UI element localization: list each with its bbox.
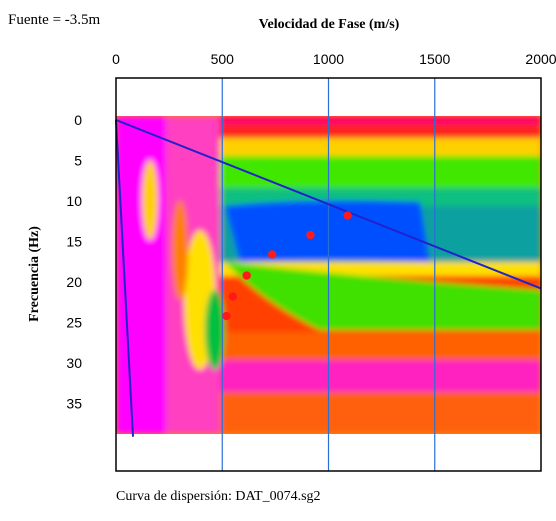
y-axis-ticks: 0510152025303540	[66, 112, 82, 452]
x-tick-label: 1500	[419, 51, 450, 67]
y-axis-label: Frecuencia (Hz)	[27, 226, 42, 322]
dispersion-point	[222, 311, 231, 321]
dispersion-point	[228, 292, 238, 301]
x-tick-label: 1000	[313, 51, 344, 67]
y-tick-label: 25	[66, 315, 82, 331]
y-tick-label: 5	[74, 153, 82, 169]
y-tick-label: 10	[66, 193, 82, 209]
dispersion-points	[222, 211, 352, 321]
reference-line	[115, 119, 134, 437]
dispersion-point	[267, 250, 277, 259]
y-tick-label: 30	[66, 355, 82, 371]
reference-line	[115, 119, 542, 290]
y-tick-label: 0	[74, 112, 82, 128]
dispersion-point	[343, 211, 352, 220]
x-tick-label: 0	[112, 51, 120, 67]
y-tick-label: 15	[66, 234, 82, 250]
y-tick-label: 20	[66, 274, 82, 290]
gridlines	[221, 78, 436, 471]
plot-frame	[115, 77, 542, 472]
dispersion-point	[306, 230, 315, 240]
chart-caption: Curva de dispersión: DAT_0074.sg2	[116, 489, 321, 504]
y-tick-label: 35	[66, 396, 82, 412]
x-tick-label: 2000	[525, 51, 556, 67]
source-label: Fuente = -3.5m	[8, 12, 101, 28]
x-axis-ticks: 0 500 1000 1500 2000	[112, 51, 556, 67]
chart-title: Velocidad de Fase (m/s)	[259, 17, 400, 32]
dispersion-point	[242, 271, 251, 280]
x-tick-label: 500	[211, 51, 235, 67]
reference-lines	[115, 119, 542, 437]
